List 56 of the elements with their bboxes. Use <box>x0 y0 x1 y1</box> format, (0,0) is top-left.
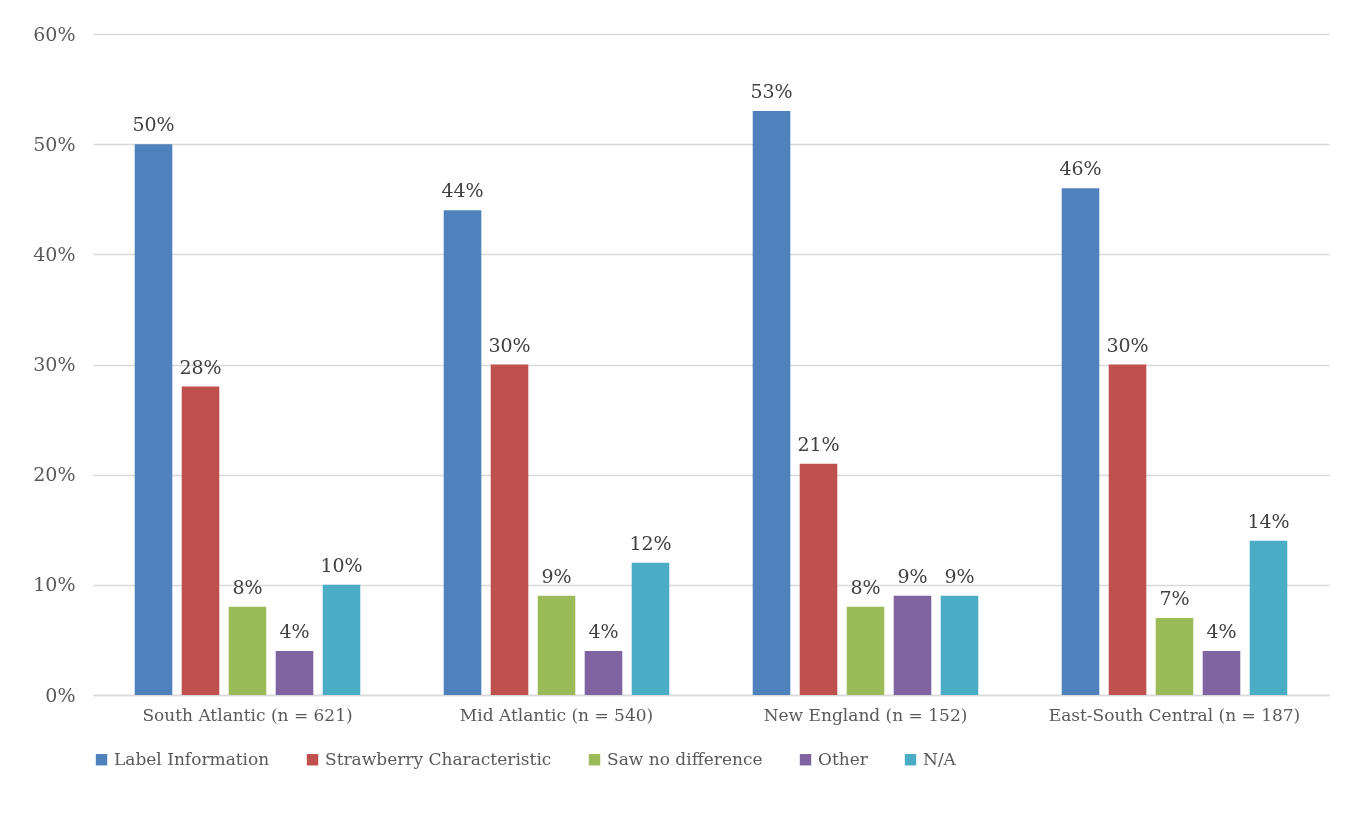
data-label: 14% <box>1247 509 1290 532</box>
data-label: 50% <box>132 113 175 136</box>
data-label: 44% <box>441 179 484 202</box>
bar <box>584 650 623 695</box>
bar <box>181 386 220 695</box>
data-label: 4% <box>279 619 310 642</box>
bar <box>1108 364 1147 695</box>
y-tick-label: 60% <box>33 22 76 45</box>
legend-label: N/A <box>923 748 957 769</box>
x-tick-label: New England (n = 152) <box>763 704 968 725</box>
bar <box>631 562 670 695</box>
y-tick-label: 40% <box>33 242 76 265</box>
data-label: 4% <box>588 619 619 642</box>
data-label: 53% <box>750 80 793 103</box>
data-label: 4% <box>1206 619 1237 642</box>
x-tick-label: East-South Central (n = 187) <box>1048 704 1301 725</box>
y-tick-label: 50% <box>33 132 76 155</box>
y-tick-label: 0% <box>45 683 76 706</box>
bar <box>799 463 838 695</box>
bar <box>1061 188 1100 695</box>
bar <box>1249 540 1288 695</box>
bar <box>134 144 173 695</box>
bar <box>1155 617 1194 695</box>
data-label: 8% <box>850 575 881 598</box>
bar <box>893 595 932 695</box>
bar <box>228 606 267 695</box>
legend-label: Label Information <box>114 748 270 769</box>
bar <box>752 111 791 695</box>
data-label: 30% <box>1106 333 1149 356</box>
legend-label: Other <box>818 748 869 769</box>
data-label: 28% <box>179 355 222 378</box>
x-tick-label: Mid Atlantic (n = 540) <box>459 704 654 725</box>
y-tick-label: 30% <box>33 353 76 375</box>
y-tick-label: 10% <box>33 573 76 596</box>
bar <box>322 584 361 695</box>
data-label: 21% <box>797 432 840 455</box>
data-label: 9% <box>944 564 975 587</box>
y-tick-label: 20% <box>33 463 76 486</box>
data-label: 8% <box>232 575 263 598</box>
bar <box>537 595 576 695</box>
bar <box>940 595 979 695</box>
data-label: 7% <box>1159 586 1190 609</box>
bar <box>1202 650 1241 695</box>
bar <box>846 606 885 695</box>
bar <box>443 210 482 695</box>
x-tick-label: South Atlantic (n = 621) <box>142 704 353 725</box>
data-label: 10% <box>320 553 363 576</box>
data-label: 9% <box>541 564 572 587</box>
legend-label: Strawberry Characteristic <box>325 748 552 769</box>
data-label: 9% <box>897 564 928 587</box>
data-label: 12% <box>629 531 672 554</box>
data-label: 30% <box>488 333 531 356</box>
bar <box>275 650 314 695</box>
bar <box>490 364 529 695</box>
legend-label: Saw no difference <box>607 748 763 769</box>
data-label: 46% <box>1059 157 1102 180</box>
